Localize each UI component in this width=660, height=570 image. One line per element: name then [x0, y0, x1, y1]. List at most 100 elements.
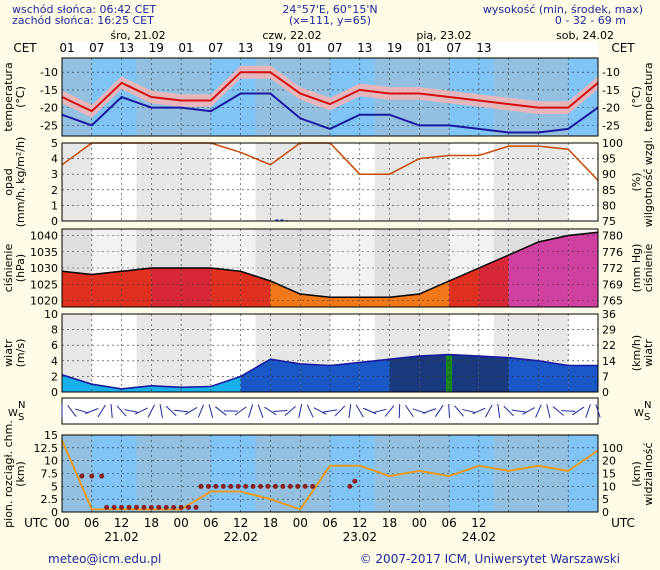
cet-hour-row: 01 07 13 19 01 07 13 19 01 07 13 19 01 07 13	[59, 41, 598, 56]
utc-hour-label: 18	[263, 516, 278, 530]
wind-arrow	[124, 409, 139, 413]
cloud-dot	[79, 473, 85, 479]
wind-tick-right: 7	[602, 370, 609, 383]
wind-fill	[389, 356, 420, 392]
cet-hour-label: 19	[387, 41, 402, 55]
footer-email[interactable]: meteo@icm.edu.pl	[48, 552, 161, 566]
precip-tick-left: 3	[51, 168, 58, 181]
precip-ylabel-left: opad(mm/h, kg/m²/h)	[2, 137, 27, 228]
temperature-tick-right: -25	[602, 119, 620, 132]
cloud-dot	[302, 483, 308, 489]
wind-tick-left: 0	[51, 386, 58, 399]
cloud-dot	[272, 483, 278, 489]
utc-hour-label: 06	[203, 516, 218, 530]
wind-arrow	[306, 404, 314, 418]
cloud-dot	[250, 483, 256, 489]
utc-label-left: UTC	[24, 516, 48, 530]
wind-tick-right: 0	[602, 386, 609, 399]
temperature-tick-right: -20	[602, 102, 620, 115]
precip-tick-left: 2	[51, 184, 58, 197]
wind-tick-right: 14	[602, 355, 616, 368]
wind-arrow	[284, 406, 296, 416]
cloud-dot	[243, 483, 249, 489]
pressure-tick-right: 780	[602, 230, 623, 243]
wind-arrow	[159, 404, 163, 418]
cloud-dot	[198, 483, 204, 489]
wind-arrow	[434, 404, 444, 418]
wind-arrow	[572, 406, 585, 416]
pressure-fill	[240, 271, 271, 307]
wind-series	[61, 353, 598, 390]
wind-tick-right: 29	[602, 324, 616, 337]
cloud-dot	[111, 504, 117, 510]
wind-arrow	[264, 406, 277, 416]
wind-arrow	[208, 404, 214, 418]
visibility-tick-left: 10	[44, 455, 58, 468]
wind-fill	[359, 359, 390, 392]
wind-arrow	[535, 404, 542, 418]
sunset-text: zachód słońca: 16:25 CET	[12, 14, 154, 27]
wind-arrow	[147, 404, 155, 418]
precipitation-panel: 0 1 2 3 4 5 75 80 85 90 95 100 opad(mm/h, kg/m²/h) (%…	[2, 137, 655, 228]
coords-text: 24°57'E, 60°15'N	[282, 3, 377, 16]
cet-hour-label: 13	[476, 41, 491, 55]
wind-arrow	[67, 405, 77, 417]
cloud-dot	[141, 504, 147, 510]
wind-arrow	[422, 408, 437, 414]
grid-text: (x=111, y=65)	[289, 14, 371, 27]
altitude-title: wysokość (min, środek, max)	[483, 3, 643, 16]
utc-hour-label: 12	[114, 516, 129, 530]
cet-label-left: CET	[13, 41, 37, 55]
wind-arrow	[372, 408, 387, 414]
cloud-dot	[235, 483, 241, 489]
day-label-bottom: 24.02	[462, 530, 496, 544]
cet-hour-label: 01	[178, 41, 193, 55]
day-label-bottom: 23.02	[343, 530, 377, 544]
wind-dir-s-left: S	[18, 412, 24, 423]
pressure-tick-left: 1040	[30, 230, 58, 243]
wind-tick-left: 10	[44, 308, 58, 321]
cet-hour-label: 19	[149, 41, 164, 55]
wind-fill	[300, 363, 330, 392]
wind-fill	[568, 365, 598, 392]
visibility-tick-left: 15	[44, 429, 58, 442]
cloud-dot	[89, 473, 95, 479]
utc-label-right: UTC	[611, 516, 635, 530]
utc-hour-label: 12	[471, 516, 486, 530]
wind-arrow	[273, 410, 288, 412]
temperature-series	[61, 71, 599, 113]
panel-frame	[61, 228, 599, 308]
pressure-fill	[449, 268, 479, 307]
humidity-tick-right: 80	[602, 199, 616, 212]
visibility-tick-right: 5	[602, 493, 609, 506]
wind-fill	[508, 357, 539, 392]
wind-arrow	[257, 404, 264, 418]
night-band	[493, 58, 569, 136]
visibility-tick-left: 12.5	[34, 442, 59, 455]
wind-arrow	[234, 406, 247, 416]
temperature-panel: -25 -20 -15 -10 -25 -20 -15 -10 temperatura(°C) (…	[2, 57, 655, 137]
cloud-ylabel-left: pion. rozciągł. chm.(km)	[2, 420, 27, 528]
cloud-dot	[193, 504, 199, 510]
night-band	[136, 143, 211, 221]
pressure-fill	[300, 294, 330, 307]
wind-arrow	[134, 407, 148, 415]
cloud-dot	[99, 473, 105, 479]
cet-hour-label: 01	[59, 41, 74, 55]
visibility-tick-left: 5	[51, 480, 58, 493]
precip-tick-left: 5	[51, 137, 58, 150]
wind-fill	[419, 354, 450, 392]
day-label-top: czw, 22.02	[262, 29, 321, 42]
humidity-ylabel-right: (%)wilgotność wzgl.	[630, 137, 655, 227]
night-band	[493, 435, 569, 512]
utc-hour-label: 06	[441, 516, 456, 530]
wind-tick-left: 4	[51, 355, 58, 368]
wind-arrow	[174, 409, 189, 413]
wind-arrow	[503, 405, 514, 417]
pressure-fill	[91, 271, 122, 307]
temperature-tick-left: -10	[40, 66, 58, 79]
humidity-tick-right: 85	[602, 184, 616, 197]
cloud-dot	[205, 483, 211, 489]
utc-hour-label: 00	[293, 516, 308, 530]
